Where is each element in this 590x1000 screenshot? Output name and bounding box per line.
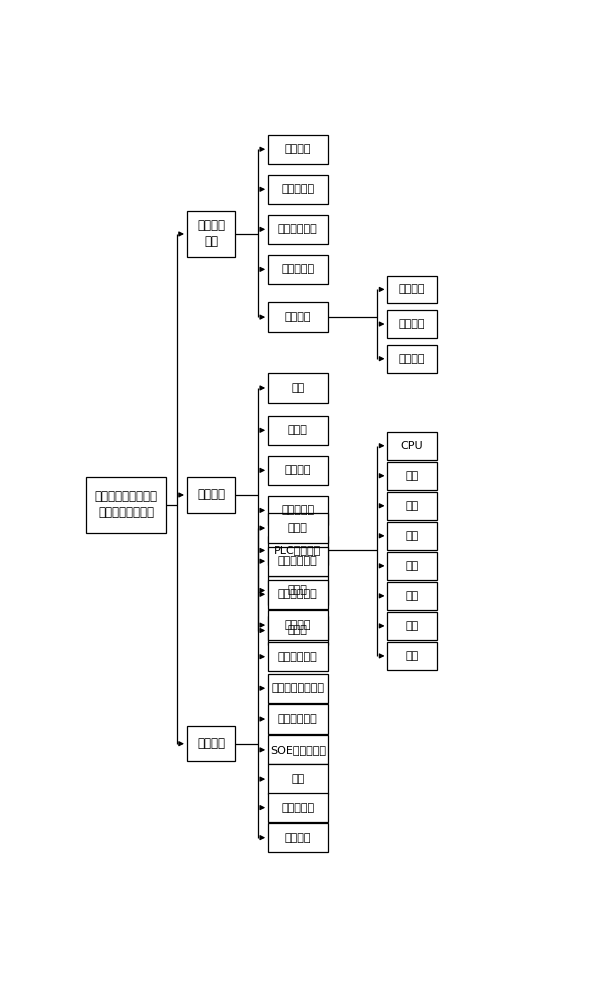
Text: 雪崩: 雪崩 [291,774,304,784]
Bar [388,345,437,373]
Text: 运行年限: 运行年限 [284,144,311,154]
Text: 基本情况
评价: 基本情况 评价 [197,219,225,248]
Text: 屏柜: 屏柜 [291,383,304,393]
Bar [388,582,437,610]
Bar [268,764,327,794]
Text: 紧急事故停机: 紧急事故停机 [278,652,317,662]
Bar [187,477,235,513]
Bar [268,496,327,525]
Text: 开入: 开入 [405,501,419,511]
Text: 网络: 网络 [405,651,419,661]
Text: 水电厂计算机监控系
统下位机状态评价: 水电厂计算机监控系 统下位机状态评价 [95,490,158,520]
Text: SOE分辨率测试: SOE分辨率测试 [270,745,326,755]
Text: 试验评价: 试验评价 [197,737,225,750]
Text: 水机保护传动: 水机保护传动 [278,556,317,566]
Bar [268,793,327,822]
Bar [268,302,327,332]
Bar [268,536,327,565]
Bar [388,492,437,520]
Bar [388,276,437,303]
Bar [388,612,437,640]
Text: 部件评价: 部件评价 [197,488,225,501]
Text: PLC控制模块: PLC控制模块 [274,545,322,555]
Text: 交换机: 交换机 [288,626,308,636]
Bar [268,610,327,640]
Text: 负荷调整试验: 负荷调整试验 [278,714,317,724]
Text: 开停机试验: 开停机试验 [281,803,314,813]
Bar [388,642,437,670]
Bar [268,616,327,645]
Text: 系统功能: 系统功能 [284,312,311,322]
Bar [268,823,327,852]
Text: 连片投退: 连片投退 [399,284,425,294]
Bar [268,215,327,244]
Bar [268,175,327,204]
Bar [268,580,327,609]
Bar [388,432,437,460]
Bar [268,576,327,605]
Bar [268,416,327,445]
Text: 触摸屏: 触摸屏 [288,585,308,595]
Bar [187,211,235,257]
Text: 开停机成功率: 开停机成功率 [278,224,317,234]
Bar [268,255,327,284]
Text: 工况转换: 工况转换 [284,620,311,630]
Text: 端子松动: 端子松动 [399,319,425,329]
Text: 防雷接地: 防雷接地 [399,354,425,364]
Bar [388,310,437,338]
Text: 其他试验: 其他试验 [284,833,311,843]
Bar [388,552,437,580]
Text: 通讯控制器: 通讯控制器 [281,505,314,515]
Text: 继电器: 继电器 [288,425,308,435]
Text: CPU: CPU [401,441,424,451]
Text: 频发性缺陷: 频发性缺陷 [281,184,314,194]
Bar [268,513,327,543]
Bar [268,373,327,403]
Bar [268,735,327,764]
Bar [268,456,327,485]
Text: 中断: 中断 [405,621,419,631]
Text: 电源: 电源 [405,471,419,481]
Text: 抗干扰: 抗干扰 [288,523,308,533]
Text: 模入: 模入 [405,561,419,571]
Text: 模出: 模出 [405,591,419,601]
Bar [268,704,327,734]
Bar [388,462,437,490]
Bar [268,674,327,703]
Text: 开出: 开出 [405,531,419,541]
Bar [268,642,327,671]
Bar [268,135,327,164]
Bar [86,477,166,533]
Bar [268,547,327,576]
Text: 控制流程检查: 控制流程检查 [278,589,317,599]
Text: 供电电源: 供电电源 [284,465,311,475]
Text: 家族性缺陷: 家族性缺陷 [281,264,314,274]
Bar [187,726,235,761]
Text: 远方手动紧急下闸: 远方手动紧急下闸 [271,683,325,693]
Bar [388,522,437,550]
